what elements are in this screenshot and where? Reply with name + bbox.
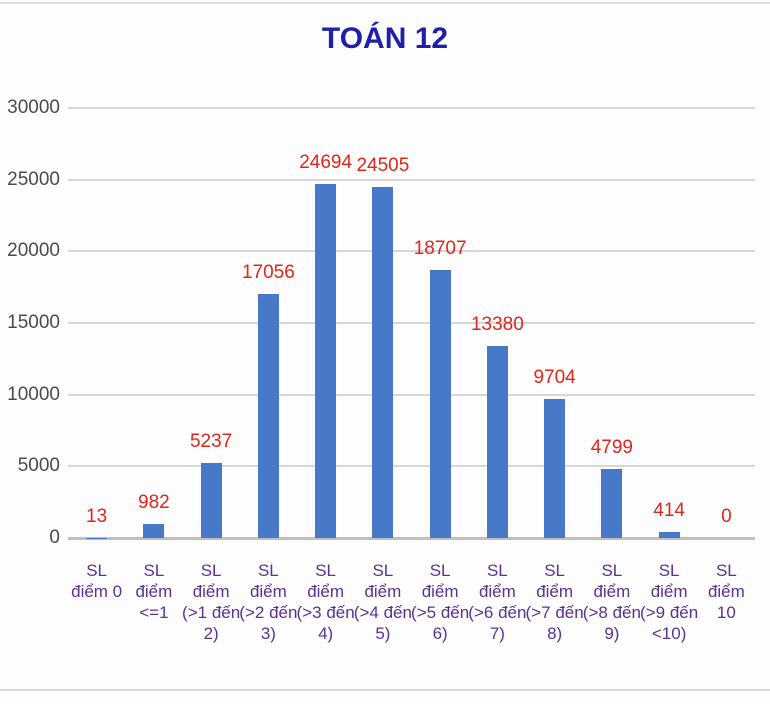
x-axis-category-label-line: (>7 đến bbox=[525, 603, 584, 622]
x-axis-category-label-line: điểm 0 bbox=[71, 582, 123, 601]
y-axis-tick-label: 30000 bbox=[7, 97, 60, 118]
x-axis-category-label-line: SL bbox=[601, 561, 623, 580]
x-axis-category-label-line: SL bbox=[372, 561, 394, 580]
y-axis-tick-label: 0 bbox=[49, 527, 60, 548]
x-axis-category-label: SL điểm (>5 đến 6) bbox=[409, 560, 471, 644]
x-axis-category-label-line: SL bbox=[429, 561, 451, 580]
bar-value-label: 4799 bbox=[590, 437, 634, 459]
bar bbox=[257, 293, 279, 538]
y-axis-tick-label: 15000 bbox=[7, 312, 60, 333]
bar bbox=[601, 469, 623, 538]
bar bbox=[143, 523, 165, 538]
bottom-border-line bbox=[0, 689, 770, 691]
gridline bbox=[68, 322, 755, 324]
bar-value-label: 13 bbox=[86, 505, 108, 527]
x-axis-category-label-line: (>6 đến bbox=[468, 603, 527, 622]
x-axis-category-label-line: (>9 đến bbox=[640, 603, 699, 622]
y-axis-tick-label: 20000 bbox=[7, 240, 60, 262]
x-axis-category-label-line: (>1 đến bbox=[182, 603, 241, 622]
x-axis-category-label-line: điểm bbox=[650, 582, 688, 601]
x-axis-category-label-line: SL bbox=[257, 561, 279, 580]
x-axis-category-label-line: điểm bbox=[707, 582, 745, 601]
x-axis-category-label-line: 3) bbox=[260, 624, 276, 643]
x-axis-category-label-line: SL bbox=[315, 561, 337, 580]
bar bbox=[658, 532, 680, 538]
x-axis-category-label-line: SL bbox=[715, 561, 737, 580]
x-axis-category-label-line: điểm bbox=[478, 582, 516, 601]
x-axis-baseline bbox=[68, 537, 755, 540]
x-axis-category-label-line: 4) bbox=[318, 624, 334, 643]
chart-title: TOÁN 12 bbox=[321, 22, 449, 55]
x-axis-category-label-line: 2) bbox=[203, 624, 219, 643]
gridline bbox=[68, 393, 755, 396]
x-axis-category-label: SL điểm (>3 đến 4) bbox=[295, 560, 357, 644]
x-axis-category-label: SL điểm 10 bbox=[695, 560, 757, 623]
x-axis-category-label-line: 6) bbox=[432, 624, 448, 643]
x-axis-category-label: SL điểm <=1 bbox=[123, 560, 185, 623]
x-axis-category-label-line: điểm bbox=[421, 582, 459, 601]
x-axis-category-label-line: điểm bbox=[192, 582, 230, 601]
bar bbox=[486, 346, 508, 538]
bar-value-label: 5237 bbox=[189, 430, 233, 452]
x-axis-category-label-line: điểm bbox=[364, 582, 402, 601]
x-axis-category-label-line: 7) bbox=[489, 624, 505, 643]
y-axis-tick-label: 5000 bbox=[17, 455, 60, 477]
bar-value-label: 414 bbox=[653, 500, 685, 522]
x-axis-category-label: SL điểm (>9 đến <10) bbox=[638, 560, 700, 644]
bar-value-label: 24505 bbox=[356, 154, 410, 176]
x-axis-category-label-line: (>3 đến bbox=[296, 603, 355, 622]
x-axis-category-label-line: SL bbox=[486, 561, 508, 580]
x-axis-category-label-line: 9) bbox=[604, 624, 620, 643]
x-axis-category-label-line: điểm bbox=[536, 582, 574, 601]
x-axis-category-label-line: SL bbox=[658, 561, 680, 580]
x-axis-category-label-line: (>5 đến bbox=[411, 603, 470, 622]
bar-value-label: 982 bbox=[138, 491, 170, 513]
x-axis-category-label-line: SL bbox=[143, 561, 165, 580]
gridline bbox=[68, 250, 755, 253]
x-axis-category-label-line: điểm bbox=[593, 582, 631, 601]
x-axis-category-label: SL điểm (>4 đến 5) bbox=[352, 560, 414, 644]
x-axis-category-label-line: (>4 đến bbox=[353, 603, 412, 622]
x-axis-category-label-line: (>2 đến bbox=[239, 603, 298, 622]
bar-value-label: 18707 bbox=[413, 237, 467, 259]
x-axis-category-label: SL điểm 0 bbox=[66, 560, 128, 602]
x-axis-category-label-line: 5) bbox=[375, 624, 391, 643]
x-axis-category-label-line: SL bbox=[86, 561, 108, 580]
x-axis-category-label-line: điểm bbox=[135, 582, 173, 601]
x-axis-category-label: SL điểm (>8 đến 9) bbox=[581, 560, 643, 644]
bar bbox=[372, 186, 394, 538]
bar bbox=[200, 462, 222, 538]
bar bbox=[315, 184, 337, 538]
bar-value-label: 24694 bbox=[299, 152, 353, 174]
x-axis-category-label-line: 10 bbox=[716, 603, 736, 622]
x-axis-category-label-line: SL bbox=[200, 561, 222, 580]
x-axis-category-label: SL điểm (>1 đến 2) bbox=[180, 560, 242, 644]
x-axis-category-label: SL điểm (>6 đến 7) bbox=[466, 560, 528, 644]
x-axis-category-label-line: (>8 đến bbox=[582, 603, 641, 622]
x-axis-category-label: SL điểm (>7 đến 8) bbox=[524, 560, 586, 644]
x-axis-category-label-line: điểm bbox=[307, 582, 345, 601]
bar bbox=[544, 398, 566, 538]
x-axis-category-label-line: điểm bbox=[249, 582, 287, 601]
top-border-line bbox=[0, 2, 770, 4]
y-axis-tick-label: 10000 bbox=[7, 383, 60, 405]
bar-value-label: 17056 bbox=[241, 261, 295, 283]
gridline bbox=[68, 178, 755, 181]
x-axis-category-label-line: 8) bbox=[547, 624, 563, 643]
y-axis-tick-label: 25000 bbox=[7, 168, 60, 190]
bar-value-label: 13380 bbox=[470, 314, 524, 336]
gridline bbox=[68, 107, 755, 109]
x-axis-category-label-line: SL bbox=[544, 561, 566, 580]
bar-value-label: 9704 bbox=[533, 366, 576, 388]
bar-value-label: 0 bbox=[721, 506, 732, 527]
x-axis-category-label-line: <=1 bbox=[139, 603, 169, 622]
gridline bbox=[68, 465, 755, 468]
x-axis-category-label-line: <10) bbox=[651, 624, 687, 643]
bar bbox=[429, 269, 451, 538]
x-axis-category-label: SL điểm (>2 đến 3) bbox=[237, 560, 299, 644]
